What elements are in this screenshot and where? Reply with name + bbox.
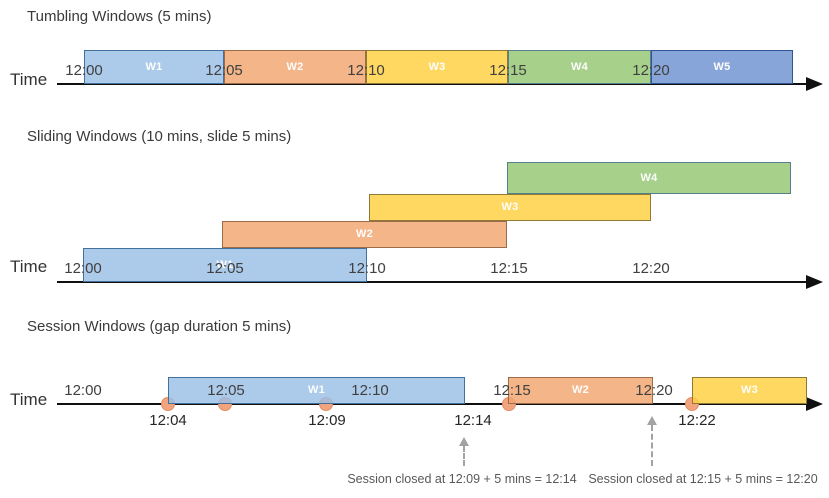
window-box-w3-session: W3 <box>692 377 807 404</box>
time-axis-arrowhead-icon <box>806 397 823 411</box>
window-box-w1-session: W1 <box>168 377 465 404</box>
window-box-w3-tumbling: W3 <box>366 50 508 84</box>
time-axis-caption: Time <box>10 390 48 409</box>
axis-tick-label: 12:00 <box>64 382 102 399</box>
window-label: W1 <box>216 258 234 271</box>
section-title-tumbling: Tumbling Windows (5 mins) <box>27 8 212 25</box>
callout-up-arrowhead-icon <box>459 437 469 446</box>
axis-tick-label: 12:05 <box>206 260 244 277</box>
time-axis-arrowhead-icon <box>806 77 823 91</box>
window-box-w5-tumbling: W5 <box>651 50 793 84</box>
window-label: W1 <box>145 60 163 73</box>
event-time-label: 12:14 <box>454 412 492 429</box>
axis-tick-label: 12:10 <box>348 260 386 277</box>
event-time-label: 12:09 <box>308 412 346 429</box>
callout-up-arrowhead-icon <box>647 416 657 425</box>
window-box-w4-sliding: W4 <box>507 162 791 194</box>
time-axis-line <box>57 281 810 283</box>
window-label: W2 <box>571 384 590 396</box>
window-box-w2-sliding: W2 <box>222 221 507 248</box>
axis-tick-label: 12:10 <box>347 62 385 79</box>
window-label: W3 <box>740 384 759 396</box>
window-label: W3 <box>501 201 519 213</box>
axis-tick-label: 12:10 <box>351 382 389 399</box>
axis-tick-label: 12:15 <box>493 382 531 399</box>
window-box-w3-sliding: W3 <box>369 194 651 221</box>
window-label: W2 <box>355 228 374 240</box>
window-box-w1-sliding: W1 <box>83 248 367 282</box>
axis-tick-label: 12:00 <box>65 62 103 79</box>
window-label: W1 <box>307 384 326 396</box>
axis-tick-label: 12:15 <box>489 62 527 79</box>
axis-tick-label: 12:15 <box>490 260 528 277</box>
axis-tick-label: 12:05 <box>205 62 243 79</box>
event-time-label: 12:04 <box>149 412 187 429</box>
event-time-label: 12:22 <box>678 412 716 429</box>
window-box-w1-tumbling: W1 <box>84 50 224 84</box>
axis-tick-label: 12:05 <box>207 382 245 399</box>
window-label: W4 <box>570 60 589 73</box>
window-box-w4-tumbling: W4 <box>508 50 651 84</box>
axis-tick-label: 12:00 <box>64 260 102 277</box>
section-title-sliding: Sliding Windows (10 mins, slide 5 mins) <box>27 128 292 145</box>
time-axis-arrowhead-icon <box>806 275 823 289</box>
window-label: W4 <box>640 171 658 184</box>
callout-text: Session closed at 12:09 + 5 mins = 12:14 <box>347 472 577 486</box>
window-label: W5 <box>713 60 731 73</box>
window-label: W3 <box>428 60 446 73</box>
callout-text: Session closed at 12:15 + 5 mins = 12:20 <box>588 472 818 486</box>
time-axis-line <box>57 403 810 405</box>
axis-tick-label: 12:20 <box>632 260 670 277</box>
axis-tick-label: 12:20 <box>632 62 670 79</box>
time-axis-line <box>57 83 810 85</box>
section-title-session: Session Windows (gap duration 5 mins) <box>27 318 292 335</box>
time-axis-caption: Time <box>10 70 48 89</box>
callout-dashed-line <box>463 446 465 466</box>
callout-dashed-line <box>651 425 653 466</box>
time-axis-caption: Time <box>10 257 48 276</box>
axis-tick-label: 12:20 <box>635 382 673 399</box>
window-label: W2 <box>286 60 304 73</box>
window-box-w2-tumbling: W2 <box>224 50 366 84</box>
window-box-w2-session: W2 <box>508 377 653 404</box>
